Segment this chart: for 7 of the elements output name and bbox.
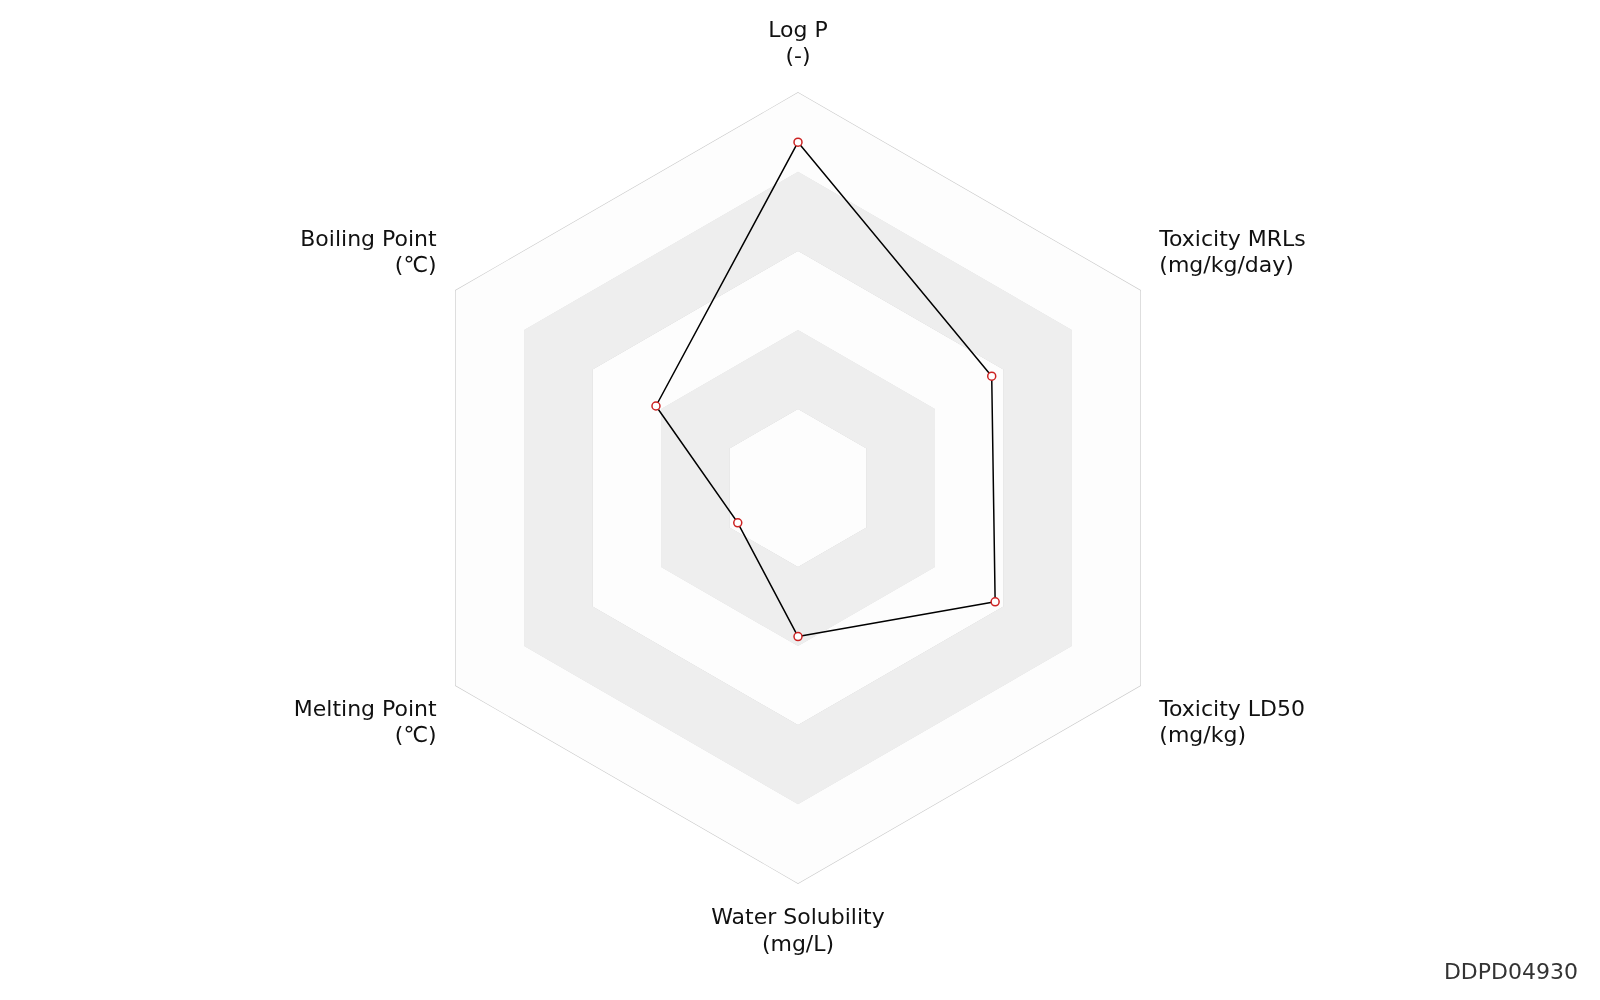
- spoke-label: Melting Point (℃): [293, 695, 438, 747]
- text: DDPD04930: [1443, 959, 1578, 984]
- spoke-label: Water Solubility (mg/L): [711, 904, 885, 956]
- spoke-label: Toxicity LD50 (mg/kg): [1158, 695, 1305, 747]
- spoke-label: Log P (-): [768, 16, 828, 69]
- spoke-label: Toxicity MRLs (mg/kg/day): [1158, 225, 1306, 277]
- spoke-label: Boiling Point (℃): [300, 225, 438, 277]
